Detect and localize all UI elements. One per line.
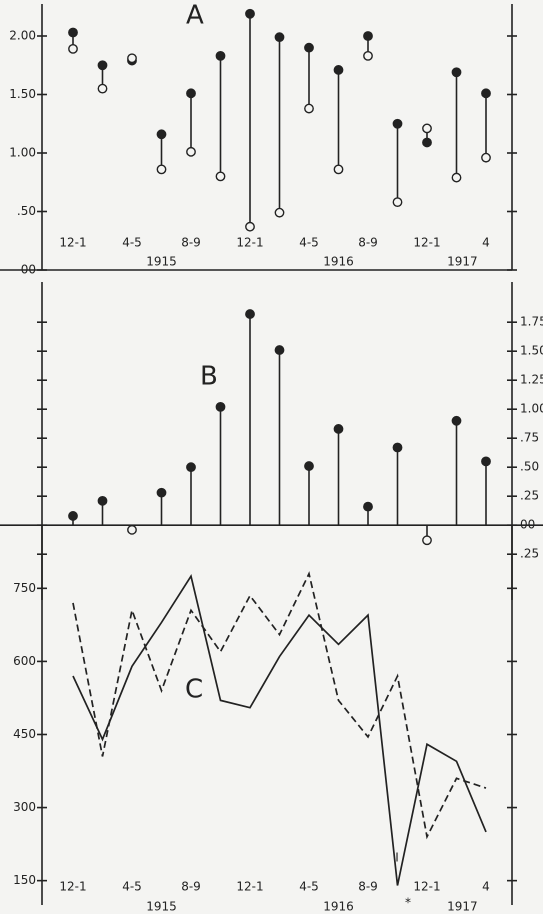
x-tick-label: 8-9 [181, 880, 201, 894]
open-point [156, 164, 167, 175]
point [304, 461, 314, 471]
point [481, 456, 491, 467]
x-tick-label: 12-1 [413, 236, 440, 250]
x-tick-label: 8-9 [358, 880, 378, 894]
filled-point [333, 65, 344, 75]
filled-point [215, 50, 226, 61]
y-tick-label: 150 [13, 873, 36, 887]
x-tick-label: 4-5 [122, 236, 142, 250]
filled-point [274, 32, 285, 43]
open-point [215, 171, 226, 182]
point [156, 487, 167, 498]
y-tick-label: 1.25 [520, 373, 543, 387]
open-point [451, 172, 462, 183]
point [245, 309, 255, 319]
point [392, 442, 403, 453]
x-tick-label: 8-9 [181, 236, 201, 250]
point [363, 501, 373, 512]
y-tick-label: 1.50 [520, 344, 543, 358]
y-tick-label: 450 [13, 727, 36, 741]
filled-point [245, 8, 255, 19]
y-tick-label: .25 [520, 547, 539, 561]
filled-point [186, 88, 196, 99]
y-tick-label: 1.00 [9, 146, 36, 160]
point [333, 424, 344, 434]
filled-point [481, 88, 491, 99]
open-point [392, 197, 403, 208]
year-label: 1917 [447, 900, 478, 914]
point [127, 524, 137, 535]
point [274, 345, 285, 355]
y-tick-label: 1.75 [520, 315, 543, 329]
panel-title: B [200, 362, 218, 392]
panel-title: C [185, 675, 203, 705]
filled-point [304, 42, 314, 53]
point [186, 462, 196, 473]
filled-point [97, 60, 108, 71]
filled-point [451, 67, 462, 78]
x-tick-label: 4-5 [299, 236, 319, 250]
y-tick-label: 1.00 [520, 402, 543, 416]
filled-point [156, 129, 167, 140]
panel-title: A [186, 1, 204, 31]
annotation: I [395, 851, 399, 865]
y-tick-label: .50 [520, 460, 539, 474]
dashed-line [72, 571, 487, 840]
x-tick-label: 8-9 [358, 236, 378, 250]
solid-line [72, 574, 487, 886]
x-tick-label: 12-1 [59, 236, 86, 250]
year-label: 1915 [146, 255, 177, 269]
open-point [422, 123, 432, 134]
annotation: * [405, 896, 411, 910]
y-tick-label: .75 [520, 431, 539, 445]
open-point [245, 221, 255, 232]
filled-point [68, 27, 78, 38]
filled-point [392, 118, 403, 129]
open-point [363, 50, 373, 61]
year-label: 1916 [323, 255, 354, 269]
open-point [333, 164, 344, 175]
open-point [97, 83, 108, 94]
x-tick-label: 4-5 [122, 880, 142, 894]
open-point [274, 207, 285, 218]
x-tick-label: 12-1 [236, 880, 263, 894]
x-tick-label: 4 [482, 880, 490, 894]
filled-point [422, 137, 432, 148]
year-label: 1915 [146, 900, 177, 914]
x-tick-label: 12-1 [59, 880, 86, 894]
point [451, 415, 462, 426]
filled-point [363, 31, 373, 41]
y-tick-label: 600 [13, 654, 36, 668]
point [422, 535, 432, 546]
y-tick-label: .25 [520, 489, 539, 503]
x-tick-label: 12-1 [236, 236, 263, 250]
x-tick-label: 12-1 [413, 880, 440, 894]
x-tick-label: 4 [482, 236, 490, 250]
point [68, 511, 78, 521]
y-tick-label: 2.00 [9, 29, 36, 43]
y-tick-label: 750 [13, 581, 36, 595]
point [97, 495, 108, 506]
open-point [127, 53, 137, 64]
y-tick-label: 300 [13, 800, 36, 814]
y-tick-label: 1.50 [9, 87, 36, 101]
open-point [186, 146, 196, 157]
open-point [481, 152, 491, 163]
x-tick-label: 4-5 [299, 880, 319, 894]
year-label: 1917 [447, 255, 478, 269]
year-label: 1916 [323, 900, 354, 914]
open-point [304, 103, 314, 114]
point [215, 401, 226, 412]
y-tick-label: .50 [17, 204, 36, 218]
open-point [68, 43, 78, 54]
